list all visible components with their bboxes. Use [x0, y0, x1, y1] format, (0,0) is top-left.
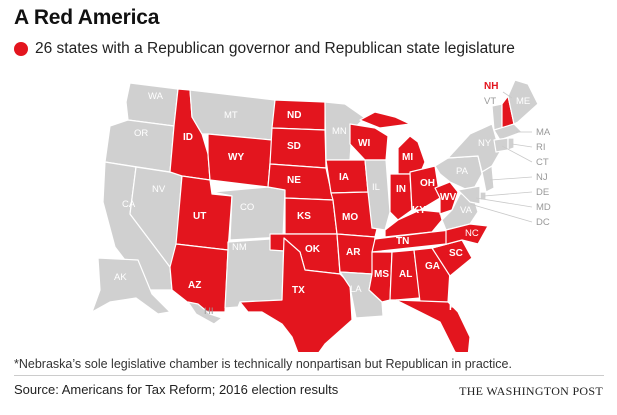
state-wa [125, 82, 179, 127]
label-ut: UT [193, 211, 206, 222]
label-tn: TN [396, 236, 409, 247]
label-wy: WY [228, 152, 244, 163]
label-ok: OK [305, 244, 321, 255]
label-ct: CT [536, 157, 549, 168]
label-ia: IA [339, 172, 349, 183]
label-sd: SD [287, 141, 301, 152]
label-va: VA [460, 205, 473, 216]
label-co: CO [240, 202, 254, 213]
label-me: ME [516, 96, 530, 107]
state-in [389, 173, 413, 221]
label-ri: RI [536, 142, 546, 153]
label-dc: DC [536, 217, 550, 228]
label-fl: FL [449, 302, 461, 313]
label-or: OR [134, 128, 148, 139]
legend-label: 26 states with a Republican governor and… [35, 40, 515, 57]
label-nh: NH [484, 81, 498, 92]
us-map: ID WY UT AZ ND SD NE KS OK TX IA MO AR W… [91, 79, 551, 352]
state-md [457, 185, 481, 205]
state-vt [491, 103, 503, 131]
state-fl [395, 299, 471, 352]
label-ny: NY [478, 138, 492, 149]
page-title: A Red America [14, 6, 160, 29]
label-md: MD [536, 202, 551, 213]
source-line: Source: Americans for Tax Reform; 2016 e… [14, 382, 339, 397]
state-al [389, 249, 421, 301]
label-ca: CA [122, 199, 136, 210]
label-ne: NE [287, 175, 301, 186]
label-id: ID [183, 132, 193, 143]
label-ak: AK [114, 272, 127, 283]
label-nv: NV [152, 184, 166, 195]
label-mo: MO [342, 212, 358, 223]
label-nm: NM [232, 242, 247, 253]
state-oh [409, 165, 441, 211]
state-az [169, 243, 229, 313]
label-nc: NC [465, 228, 479, 239]
state-ky [384, 209, 443, 238]
label-az: AZ [188, 280, 201, 291]
label-wv: WV [440, 192, 456, 203]
state-mi-up [359, 111, 411, 129]
label-vt: VT [484, 96, 496, 107]
label-ky: KY [412, 205, 426, 216]
label-in: IN [396, 184, 406, 195]
label-ma: MA [536, 127, 551, 138]
state-wy [207, 133, 273, 188]
label-mi: MI [402, 152, 413, 163]
label-tx: TX [292, 285, 305, 296]
publisher-logo: THE WASHINGTON POST [459, 384, 603, 398]
label-hi: HI [204, 306, 214, 317]
state-ri [507, 137, 515, 151]
state-ct [493, 137, 509, 153]
state-nj [481, 165, 495, 193]
label-oh: OH [420, 178, 435, 189]
label-mn: MN [332, 126, 347, 137]
label-ar: AR [346, 247, 361, 258]
label-sc: SC [449, 248, 463, 259]
label-wi: WI [358, 138, 370, 149]
label-nj: NJ [536, 172, 548, 183]
label-ms: MS [374, 269, 389, 280]
label-il: IL [372, 182, 380, 193]
label-mt: MT [224, 110, 238, 121]
state-hi [187, 301, 223, 325]
footnote: *Nebraska’s sole legislative chamber is … [14, 357, 512, 371]
state-ny [447, 123, 501, 173]
label-pa: PA [456, 166, 469, 177]
label-ks: KS [297, 211, 311, 222]
label-ga: GA [425, 261, 440, 272]
state-tx [239, 237, 353, 352]
label-la: LA [350, 284, 362, 295]
label-de: DE [536, 187, 549, 198]
state-ks [284, 197, 338, 235]
state-ak [91, 257, 171, 315]
legend: 26 states with a Republican governor and… [14, 40, 515, 58]
divider [14, 375, 604, 376]
label-wa: WA [148, 91, 164, 102]
legend-dot-icon [14, 42, 28, 56]
label-nd: ND [287, 110, 301, 121]
state-nc [431, 223, 489, 249]
label-al: AL [399, 269, 412, 280]
